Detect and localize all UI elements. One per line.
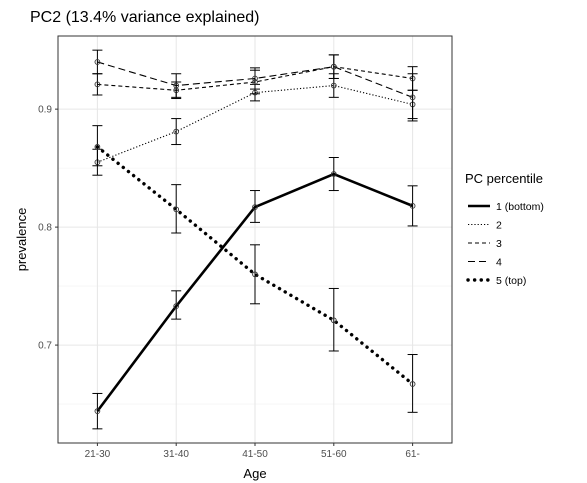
legend-label: 2 (496, 219, 502, 231)
legend: PC percentile 1 (bottom) 2 3 4 5 (top) (465, 171, 544, 287)
series-4 (92, 49, 418, 122)
data-point (94, 144, 101, 150)
y-axis-label: prevalence (14, 208, 29, 272)
x-tick-label: 51-60 (321, 449, 347, 460)
series-5 (92, 125, 418, 413)
legend-title: PC percentile (465, 171, 543, 186)
series-line (97, 61, 413, 98)
data-point (94, 81, 101, 88)
x-tick-label: 41-50 (242, 449, 268, 460)
plot-panel (57, 35, 453, 444)
data-point (409, 94, 416, 101)
axes: 0.7 0.8 0.9 21-30 31-40 41-50 51-60 61- Age preva… (14, 105, 420, 481)
data-point (173, 82, 180, 89)
series-line (95, 145, 415, 386)
legend-label: 4 (496, 256, 502, 268)
data-point (330, 82, 337, 89)
legend-label: 5 (top) (496, 275, 526, 287)
data-point (94, 408, 101, 414)
series-line (96, 172, 414, 412)
data-point (173, 128, 180, 135)
data-point (409, 203, 416, 209)
data-point (173, 303, 180, 310)
x-axis-label: Age (243, 466, 266, 481)
series-1 (92, 157, 418, 430)
chart-title: PC2 (13.4% variance explained) (30, 9, 260, 26)
x-tick-label: 31-40 (163, 449, 189, 460)
data-point (330, 171, 337, 177)
series-line (97, 66, 413, 91)
y-tick-label: 0.8 (38, 223, 52, 234)
data-point (330, 63, 337, 70)
data-point (409, 381, 416, 387)
data-point (330, 317, 337, 324)
series-line (97, 85, 413, 163)
legend-label: 1 (bottom) (496, 201, 544, 213)
data-point (252, 75, 258, 82)
data-point (252, 204, 258, 210)
x-tick-label: 21-30 (85, 449, 111, 460)
y-tick-label: 0.9 (38, 105, 52, 116)
data-point (173, 206, 180, 213)
y-tick-label: 0.7 (38, 341, 52, 352)
legend-label: 3 (496, 238, 502, 250)
x-tick-label: 61- (405, 449, 419, 460)
data-point (94, 59, 101, 65)
data-point (252, 271, 258, 278)
